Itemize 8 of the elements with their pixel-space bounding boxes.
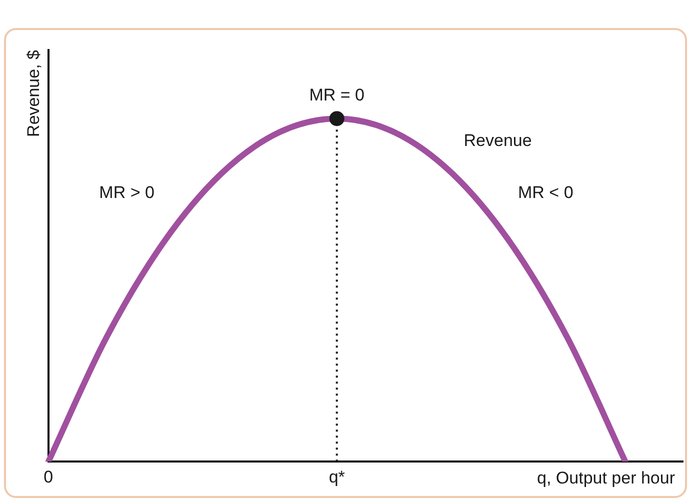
- y-axis-title: Revenue, $: [24, 49, 43, 137]
- annotation: MR = 0: [309, 86, 364, 105]
- series-label: Revenue: [464, 131, 532, 150]
- x-axis-title: q, Output per hour: [537, 468, 676, 488]
- x-tick-label: 0: [44, 467, 54, 486]
- x-tick-label: q*: [328, 467, 346, 486]
- annotation: MR < 0: [518, 183, 574, 202]
- annotation: MR > 0: [99, 183, 154, 202]
